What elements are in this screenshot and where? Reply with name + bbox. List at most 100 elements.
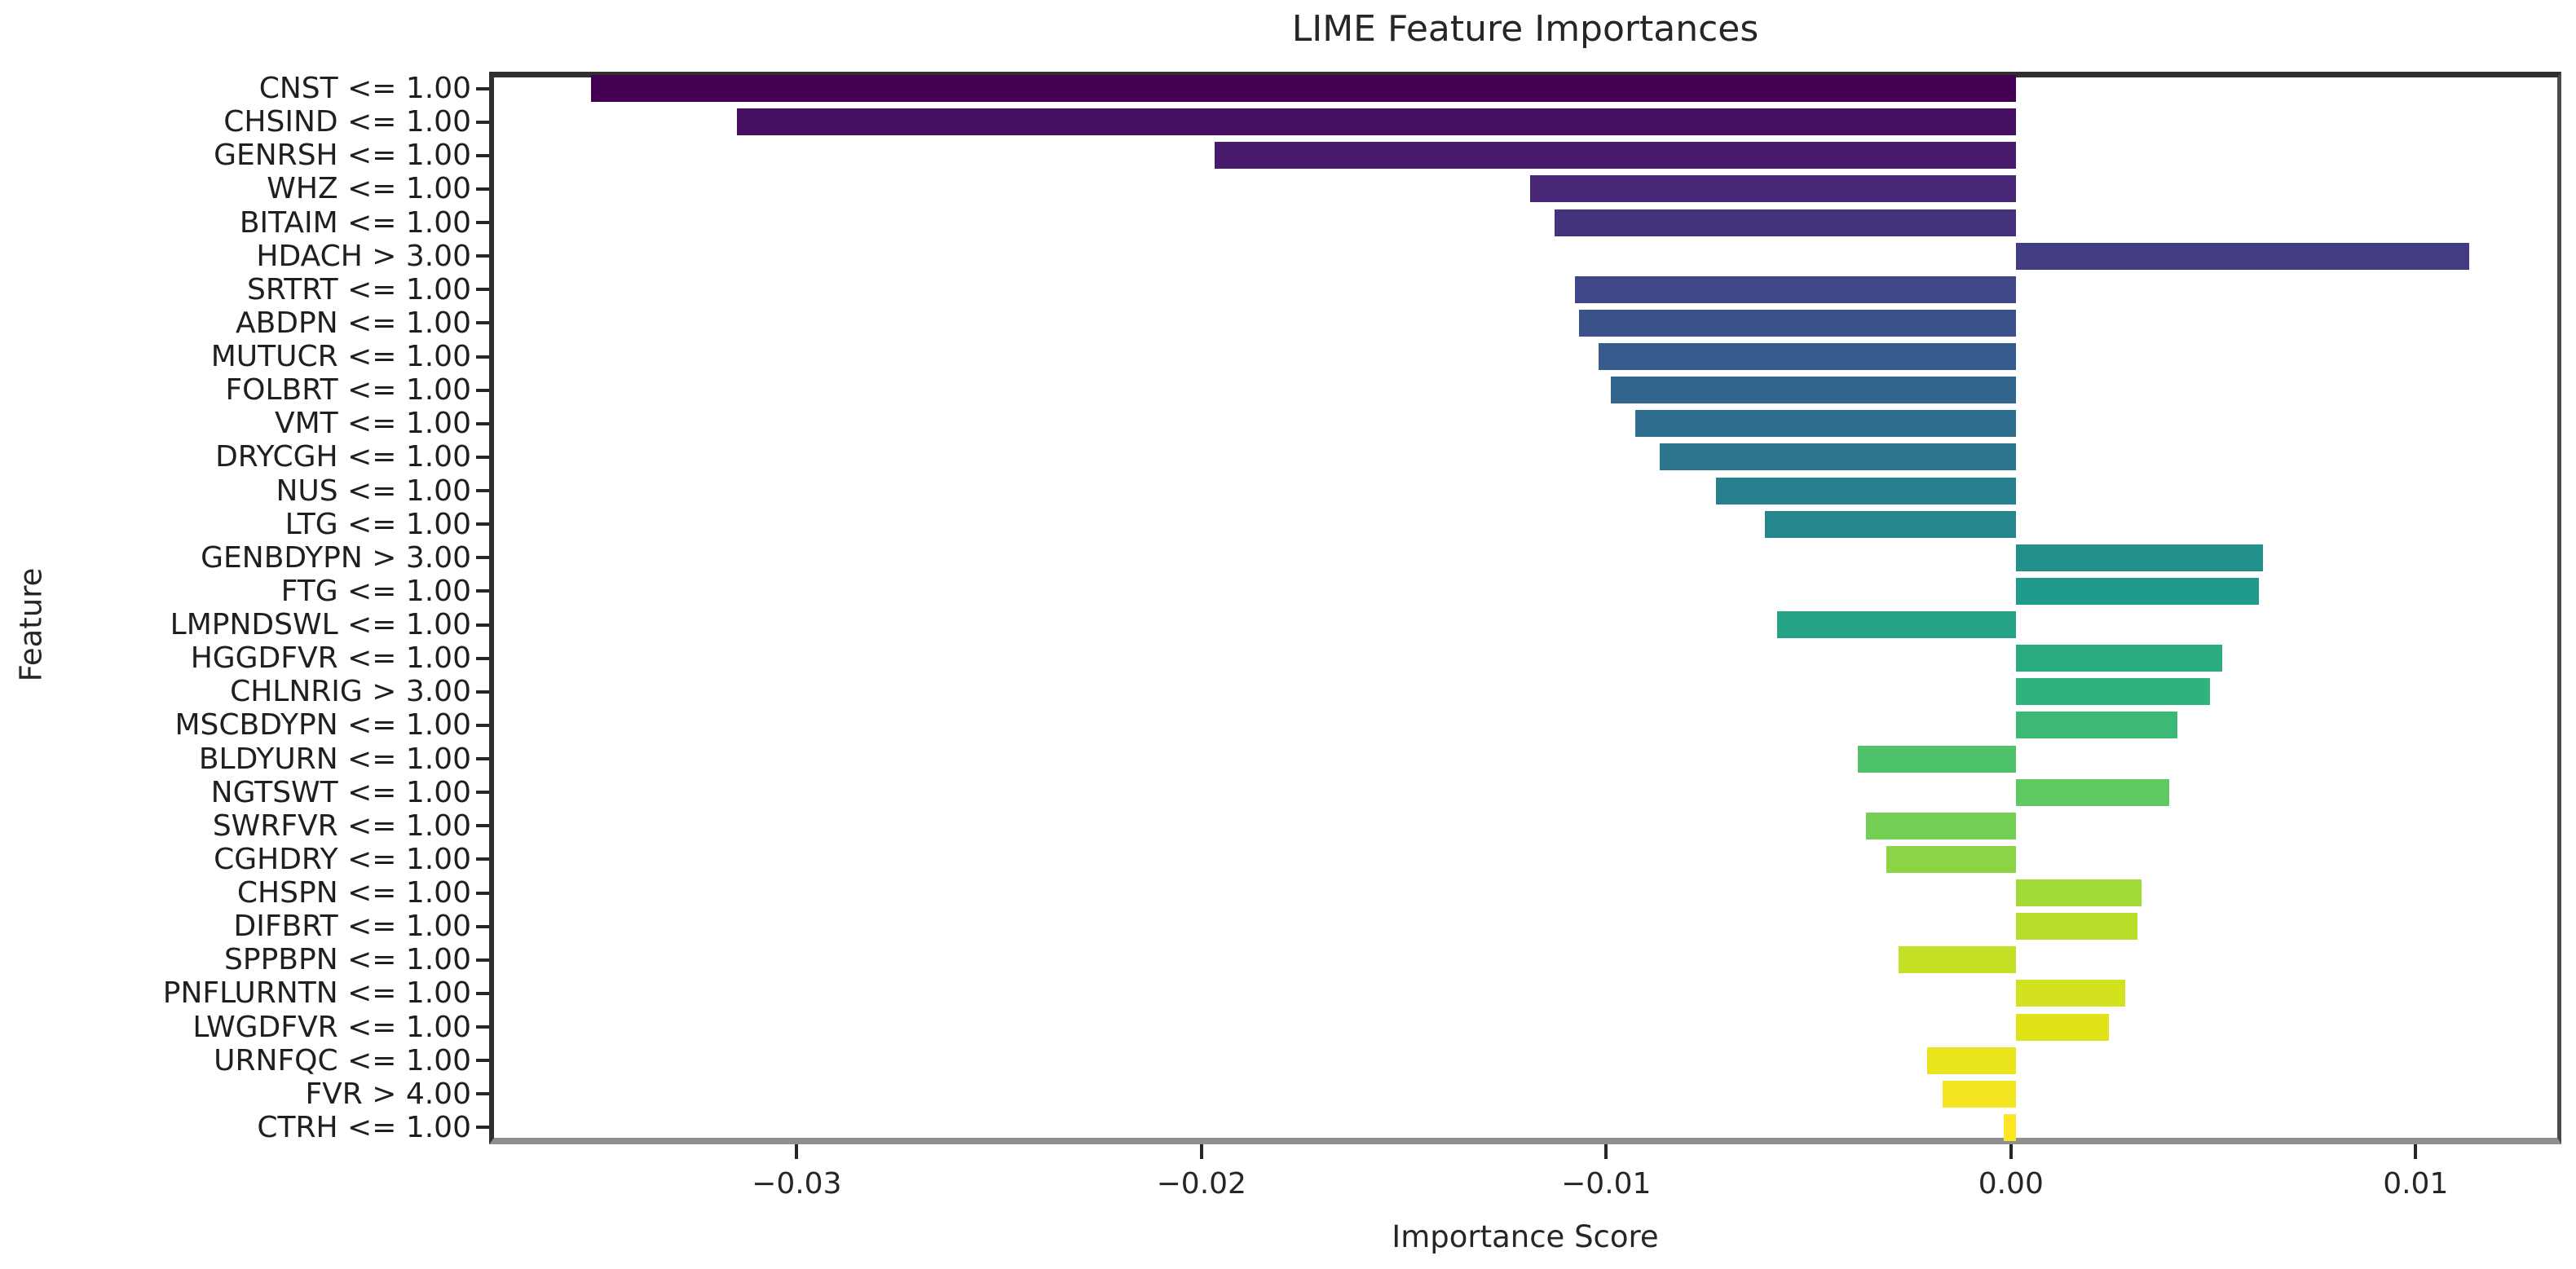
y-tick-mark — [476, 589, 489, 593]
y-tick-mark — [476, 254, 489, 258]
y-tick-label-difbrt-1-00: DIFBRT <= 1.00 — [233, 910, 472, 944]
y-tick-mark — [476, 221, 489, 225]
bar-bitaim-1-00 — [1554, 209, 2016, 236]
y-tick-mark — [476, 153, 489, 157]
y-tick-label-srtrt-1-00: SRTRT <= 1.00 — [247, 272, 471, 306]
y-tick-label-swrfvr-1-00: SWRFVR <= 1.00 — [212, 809, 471, 843]
y-tick-label-abdpn-1-00: ABDPN <= 1.00 — [235, 306, 471, 340]
bar-ctrh-1-00 — [2003, 1113, 2016, 1141]
y-tick-mark — [476, 288, 489, 292]
bar-genbdypn-3-00 — [2015, 544, 2263, 571]
y-tick-label-ctrh-1-00: CTRH <= 1.00 — [257, 1110, 471, 1144]
x-tick-mark — [795, 1144, 799, 1159]
bar-urnfqc-1-00 — [1926, 1046, 2016, 1074]
y-tick-mark — [476, 455, 489, 459]
bar-mutucr-1-00 — [1599, 343, 2016, 371]
y-tick-label-chlnrig-3-00: CHLNRIG > 3.00 — [230, 675, 471, 709]
bar-nus-1-00 — [1716, 477, 2016, 505]
bar-chlnrig-3-00 — [2015, 678, 2211, 706]
x-tick-mark — [2414, 1144, 2418, 1159]
y-tick-label-whz-1-00: WHZ <= 1.00 — [267, 172, 471, 206]
bar-lwgdfvr-1-00 — [2015, 1013, 2109, 1041]
y-tick-mark — [476, 791, 489, 795]
y-tick-label-nus-1-00: NUS <= 1.00 — [276, 474, 471, 508]
y-tick-label-bitaim-1-00: BITAIM <= 1.00 — [239, 205, 471, 240]
y-tick-label-mutucr-1-00: MUTUCR <= 1.00 — [210, 340, 471, 374]
bar-swrfvr-1-00 — [1866, 812, 2016, 839]
bar-difbrt-1-00 — [2015, 913, 2137, 941]
bar-vmt-1-00 — [1635, 410, 2016, 438]
y-tick-label-chsind-1-00: CHSIND <= 1.00 — [223, 105, 471, 139]
y-tick-mark — [476, 489, 489, 493]
y-tick-mark — [476, 321, 489, 325]
y-tick-mark — [476, 656, 489, 660]
y-tick-mark — [476, 824, 489, 828]
bar-chsind-1-00 — [736, 108, 2016, 136]
bar-cghdry-1-00 — [1886, 845, 2016, 873]
y-tick-label-folbrt-1-00: FOLBRT <= 1.00 — [225, 373, 471, 408]
bar-bldyurn-1-00 — [1858, 745, 2016, 773]
y-tick-label-hggdfvr-1-00: HGGDFVR <= 1.00 — [190, 641, 471, 676]
y-tick-mark — [476, 388, 489, 392]
y-tick-label-genbdypn-3-00: GENBDYPN > 3.00 — [201, 540, 471, 575]
y-tick-label-mscbdypn-1-00: MSCBDYPN <= 1.00 — [174, 708, 472, 742]
bar-cnst-1-00 — [591, 75, 2016, 103]
x-tick-label: −0.01 — [1561, 1167, 1652, 1201]
bar-mscbdypn-1-00 — [2015, 712, 2178, 739]
y-tick-mark — [476, 120, 489, 124]
x-tick-mark — [1604, 1144, 1608, 1159]
y-tick-label-sppbpn-1-00: SPPBPN <= 1.00 — [224, 943, 471, 977]
y-tick-label-fvr-4-00: FVR > 4.00 — [305, 1077, 471, 1111]
y-tick-mark — [476, 1059, 489, 1063]
y-tick-mark — [476, 924, 489, 928]
y-tick-label-hdach-3-00: HDACH > 3.00 — [256, 239, 471, 273]
x-tick-label: 0.00 — [1978, 1167, 2044, 1201]
bar-chspn-1-00 — [2015, 879, 2142, 907]
y-tick-mark — [476, 355, 489, 359]
y-tick-label-bldyurn-1-00: BLDYURN <= 1.00 — [198, 742, 471, 776]
bar-sppbpn-1-00 — [1898, 946, 2016, 974]
y-tick-label-drycgh-1-00: DRYCGH <= 1.00 — [215, 440, 471, 474]
y-tick-mark — [476, 623, 489, 627]
x-tick-label: −0.03 — [752, 1167, 842, 1201]
y-tick-mark — [476, 857, 489, 861]
x-tick-label: −0.02 — [1156, 1167, 1246, 1201]
bar-drycgh-1-00 — [1659, 443, 2016, 471]
y-tick-label-urnfqc-1-00: URNFQC <= 1.00 — [214, 1043, 471, 1077]
bar-srtrt-1-00 — [1574, 275, 2016, 303]
y-tick-mark — [476, 421, 489, 425]
bar-ltg-1-00 — [1764, 510, 2016, 538]
y-tick-label-lmpndswl-1-00: LMPNDSWL <= 1.00 — [170, 608, 471, 642]
y-tick-label-genrsh-1-00: GENRSH <= 1.00 — [214, 139, 471, 173]
y-tick-mark — [476, 991, 489, 995]
y-tick-mark — [476, 958, 489, 962]
bar-ngtswt-1-00 — [2015, 778, 2170, 806]
bar-hggdfvr-1-00 — [2015, 645, 2222, 672]
bar-whz-1-00 — [1530, 175, 2016, 203]
y-tick-label-cnst-1-00: CNST <= 1.00 — [258, 72, 471, 106]
x-tick-label: 0.01 — [2383, 1167, 2449, 1201]
bar-lmpndswl-1-00 — [1776, 611, 2016, 639]
bar-hdach-3-00 — [2015, 242, 2469, 270]
y-tick-label-lwgdfvr-1-00: LWGDFVR <= 1.00 — [192, 1010, 471, 1044]
y-tick-label-pnflurntn-1-00: PNFLURNTN <= 1.00 — [162, 976, 471, 1011]
bar-pnflurntn-1-00 — [2015, 980, 2125, 1007]
y-tick-mark — [476, 1092, 489, 1096]
plot-area — [489, 72, 2561, 1144]
x-tick-mark — [2009, 1144, 2013, 1159]
y-tick-mark — [476, 522, 489, 527]
bar-fvr-4-00 — [1943, 1080, 2016, 1108]
y-tick-mark — [476, 1126, 489, 1130]
bar-folbrt-1-00 — [1611, 377, 2016, 404]
y-tick-label-cghdry-1-00: CGHDRY <= 1.00 — [214, 842, 471, 876]
x-tick-mark — [1199, 1144, 1203, 1159]
y-tick-label-ftg-1-00: FTG <= 1.00 — [280, 574, 471, 608]
bar-genrsh-1-00 — [1214, 142, 2016, 170]
chart-title: LIME Feature Importances — [1291, 8, 1759, 50]
plot-inner — [494, 75, 2557, 1141]
y-tick-mark — [476, 86, 489, 90]
y-tick-mark — [476, 723, 489, 727]
y-tick-label-vmt-1-00: VMT <= 1.00 — [274, 407, 471, 441]
y-tick-mark — [476, 187, 489, 191]
